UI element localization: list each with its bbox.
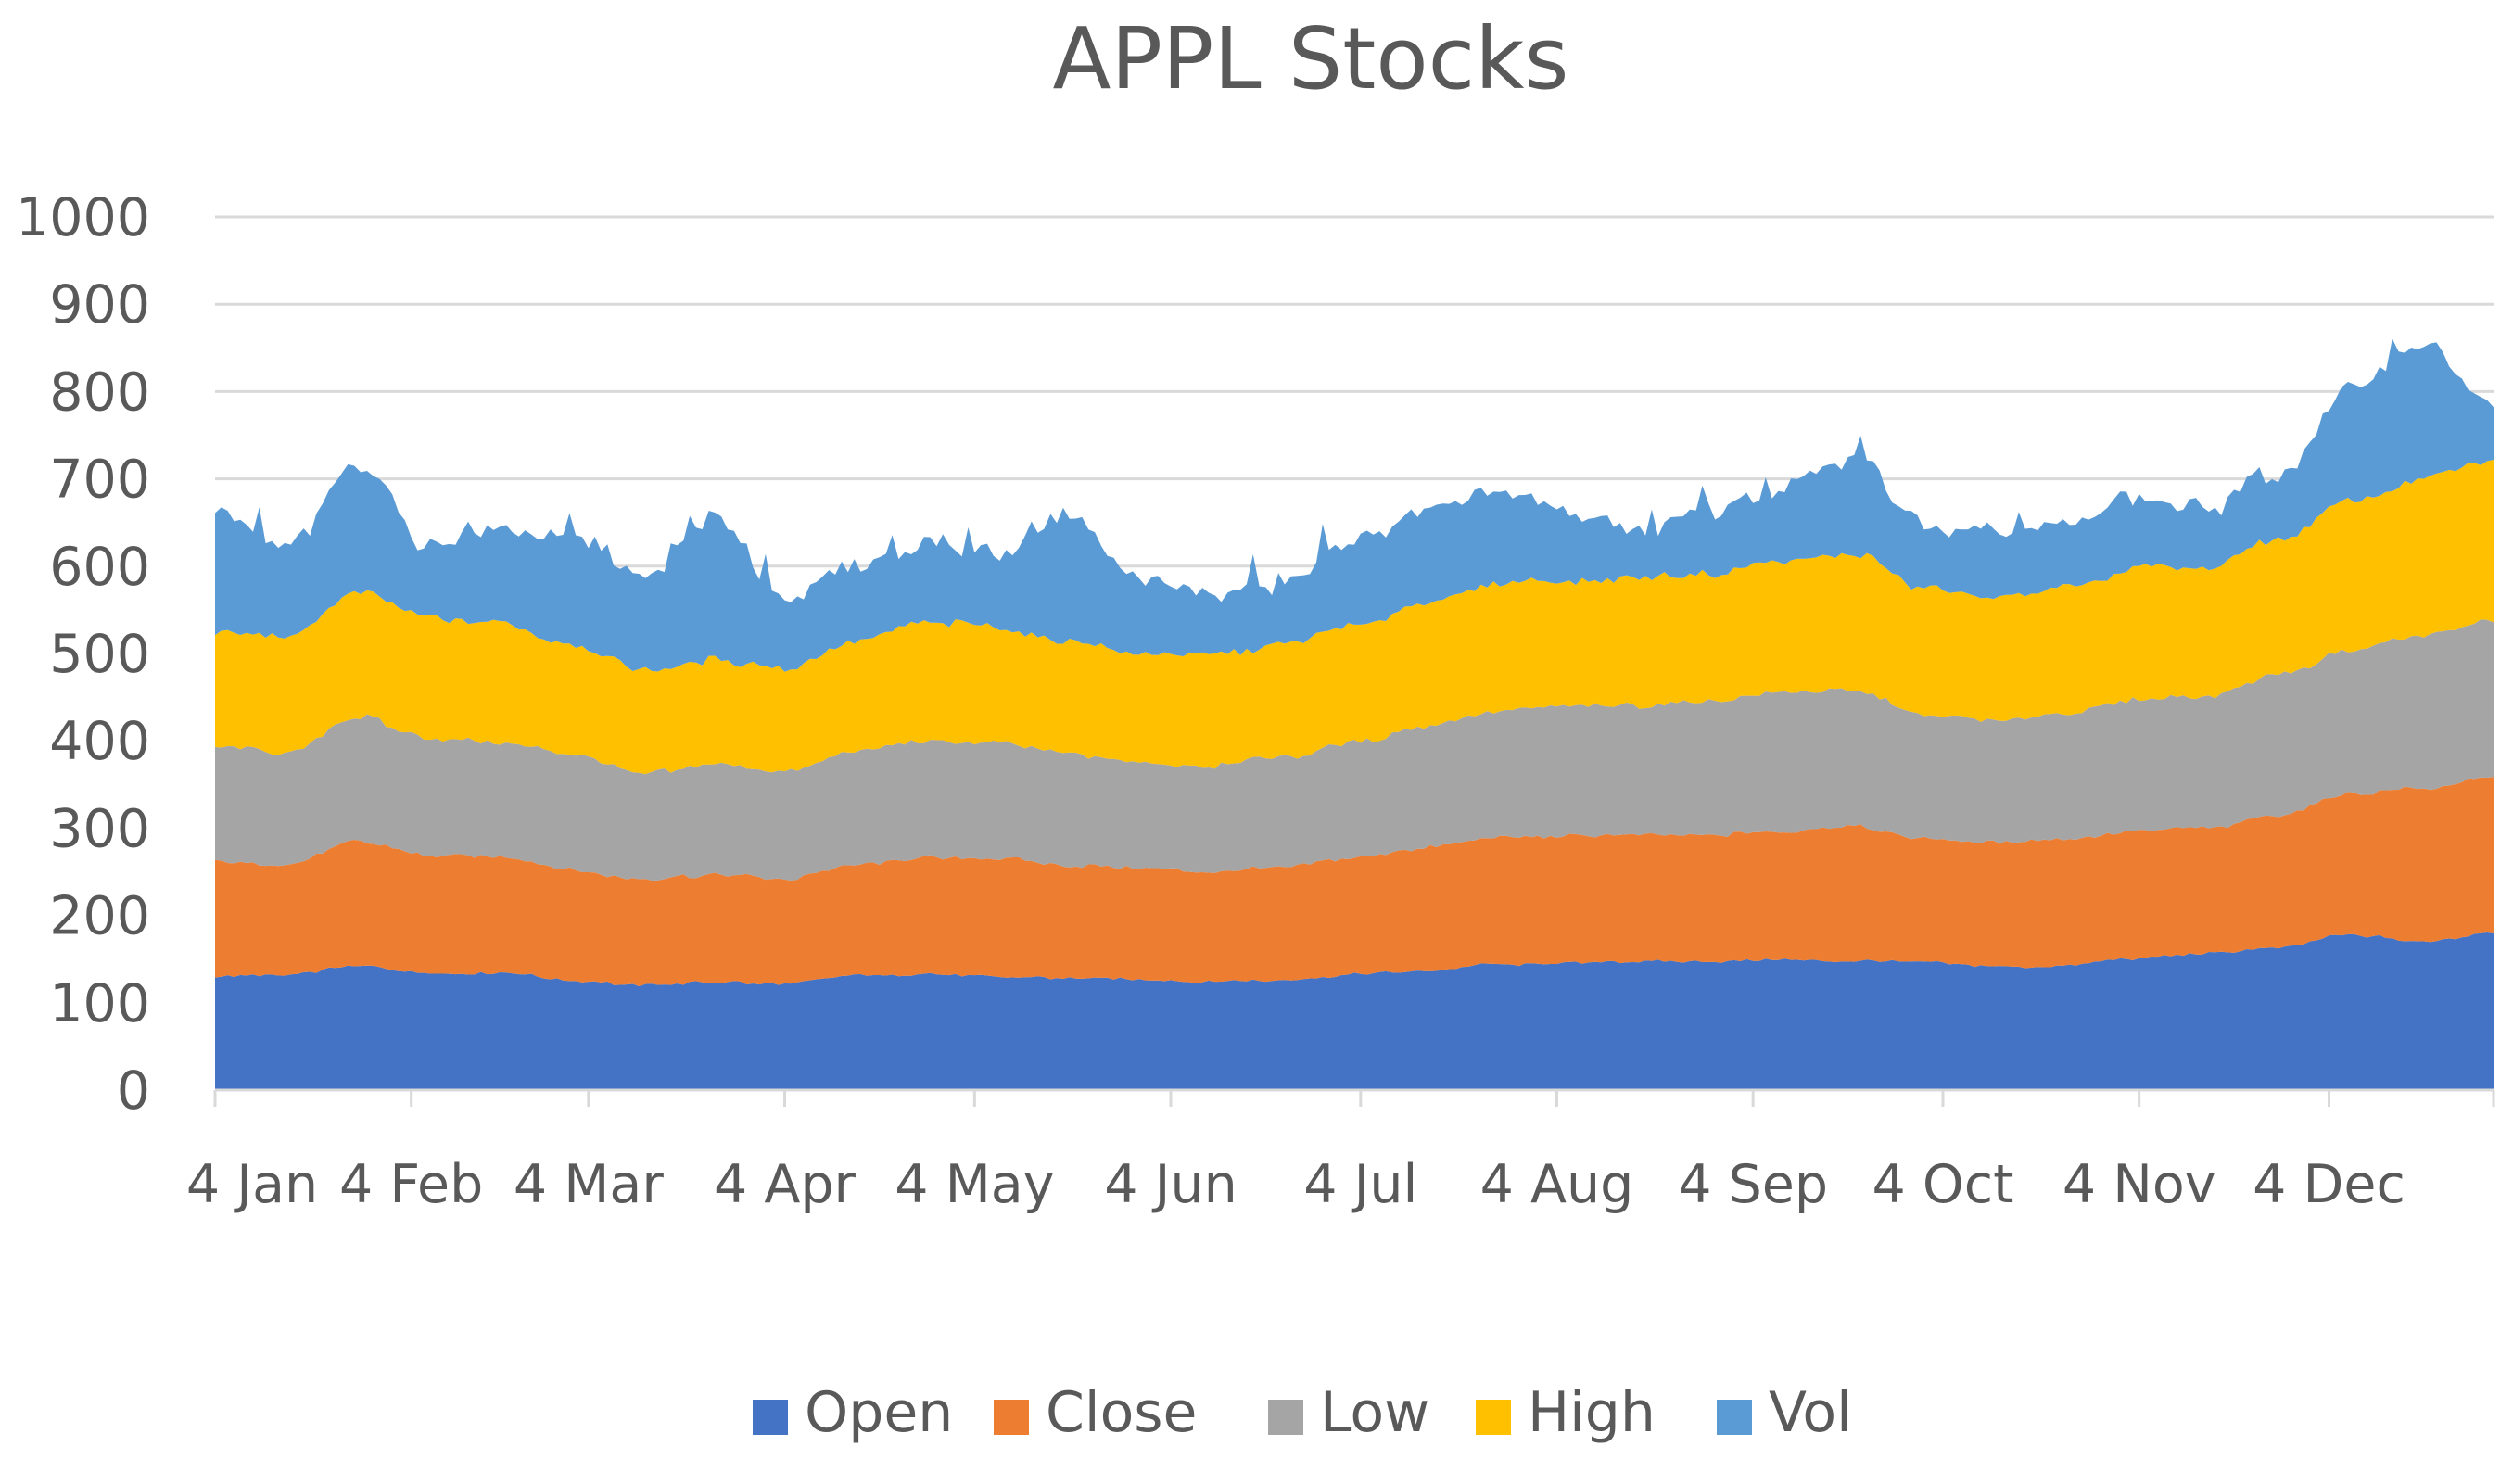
y-tick-label: 400 [49,711,150,772]
x-tick-labels: 4 Jan 4 Feb 4 Mar 4 Apr 4 May 4 Jun 4 Jul 4 Aug… [186,1154,2405,1215]
y-tick-label: 200 [49,886,150,947]
area-close [215,777,2494,986]
x-tick-label: 4 Jun [1104,1154,1237,1215]
legend-swatch-high [1476,1400,1511,1435]
y-tick-label: 100 [49,973,150,1034]
x-tick-label: 4 Jan [186,1154,318,1215]
chart-title: APPL Stocks [1053,9,1569,108]
x-tick-label: 4 Oct [1872,1154,2014,1215]
y-tick-label: 1000 [16,187,150,248]
y-tick-label: 500 [49,624,150,685]
legend: Open Close Low High Vol [753,1380,1852,1445]
y-tick-label: 300 [49,798,150,859]
legend-label-open: Open [805,1380,953,1445]
y-tick-label: 600 [49,537,150,598]
x-tick-label: 4 Dec [2253,1154,2405,1215]
area-series [215,338,2494,1090]
x-tick-label: 4 Aug [1480,1154,1634,1215]
legend-swatch-close [994,1400,1029,1435]
legend-swatch-open [753,1400,788,1435]
x-tick-label: 4 Feb [339,1154,483,1215]
x-tick-label: 4 Mar [514,1154,664,1215]
y-tick-label: 800 [49,361,150,423]
y-tick-label: 0 [117,1060,150,1122]
area-vol [215,338,2494,672]
y-tick-label: 700 [49,450,150,511]
x-tick-label: 4 Sep [1678,1154,1828,1215]
x-tick-label: 4 Apr [714,1154,857,1215]
area-low [215,619,2494,881]
legend-label-high: High [1528,1380,1656,1445]
area-high [215,460,2494,775]
legend-swatch-low [1268,1400,1303,1435]
area-open [215,932,2494,1090]
legend-label-vol: Vol [1769,1380,1852,1445]
x-tick-label: 4 May [895,1154,1054,1215]
x-tick-label: 4 Nov [2062,1154,2216,1215]
y-tick-label: 900 [49,274,150,336]
x-axis [213,1088,2495,1107]
legend-label-low: Low [1320,1380,1429,1445]
x-tick-label: 4 Jul [1303,1154,1417,1215]
y-axis: 0 100 200 300 400 500 600 700 800 900 1000 [16,187,150,1122]
legend-label-close: Close [1046,1380,1197,1445]
legend-swatch-vol [1717,1400,1752,1435]
